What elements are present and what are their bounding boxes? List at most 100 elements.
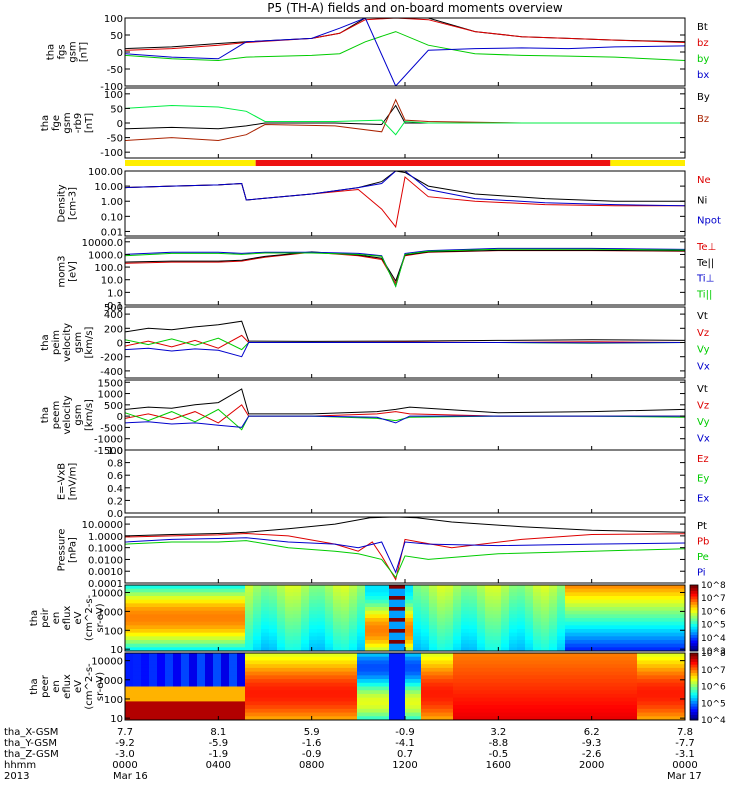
heatmap-cell: [133, 592, 142, 597]
heatmap-cell: [389, 660, 398, 665]
heatmap-cell: [573, 675, 582, 680]
heatmap-cell: [277, 599, 286, 604]
heatmap-cell: [221, 693, 230, 699]
heatmap-cell: [653, 588, 662, 593]
heatmap-cell: [317, 664, 326, 669]
heatmap-cell: [573, 693, 582, 699]
heatmap-cell: [389, 671, 398, 676]
heatmap-cell: [493, 636, 502, 641]
ephemeris-value: -1.9: [209, 749, 229, 760]
ytick-label: 0.0: [107, 509, 123, 520]
heatmap-cell: [421, 596, 430, 601]
heatmap-cell: [405, 596, 414, 601]
heatmap-cell: [253, 610, 262, 615]
heatmap-cell: [341, 647, 350, 651]
heatmap-cell: [125, 708, 134, 714]
heatmap-cell: [429, 596, 438, 601]
heatmap-cell: [469, 621, 478, 626]
heatmap-cell: [445, 653, 454, 658]
heatmap-cell: [205, 693, 214, 699]
heatmap-cell: [125, 596, 134, 601]
heatmap-cell: [205, 596, 214, 601]
heatmap-cell: [613, 610, 622, 615]
heatmap-cell: [277, 647, 286, 651]
heatmap-cell: [205, 647, 214, 651]
heatmap-cell: [653, 632, 662, 637]
heatmap-cell: [485, 596, 494, 601]
heatmap-cell: [341, 618, 350, 623]
ytick-label: 100.0: [94, 263, 123, 274]
heatmap-cell: [477, 653, 486, 658]
heatmap-cell: [629, 697, 638, 702]
heatmap-cell: [165, 690, 174, 695]
heatmap-cell: [261, 618, 270, 623]
heatmap-cell: [605, 690, 614, 695]
heatmap-cell: [477, 621, 486, 626]
heatmap-cell: [141, 603, 150, 608]
heatmap-cell: [181, 690, 190, 695]
heatmap-cell: [437, 708, 446, 714]
heatmap-cell: [173, 603, 182, 608]
heatmap-cell: [509, 585, 518, 590]
heatmap-cell: [221, 682, 230, 688]
heatmap-cell: [149, 667, 158, 673]
heatmap-cell: [421, 653, 430, 658]
heatmap-cell: [597, 614, 606, 619]
series-line-fgs-bz: [125, 18, 685, 51]
heatmap-cell: [325, 667, 334, 673]
heatmap-cell: [285, 660, 294, 665]
heatmap-cell: [501, 671, 510, 676]
heatmap-cell: [549, 716, 558, 720]
heatmap-cell: [565, 682, 574, 688]
heatmap-cell: [381, 596, 390, 601]
heatmap-cell: [213, 614, 222, 619]
heatmap-cell: [485, 679, 494, 684]
ytick-label: 1000: [98, 390, 123, 401]
heatmap-cell: [397, 686, 406, 691]
heatmap-cell: [669, 701, 678, 706]
heatmap-cell: [413, 686, 422, 691]
heatmap-cell: [413, 629, 422, 634]
ylabel-line: [mV/m]: [68, 463, 79, 501]
heatmap-cell: [365, 629, 374, 634]
heatmap-cell: [221, 621, 230, 626]
heatmap-cell: [213, 712, 222, 717]
heatmap-cell: [645, 705, 654, 710]
heatmap-cell: [517, 653, 526, 658]
heatmap-cell: [301, 653, 310, 658]
heatmap-cell: [605, 588, 614, 593]
heatmap-cell: [389, 636, 398, 641]
heatmap-cell: [669, 682, 678, 688]
heatmap-cell: [349, 643, 358, 648]
heatmap-cell: [301, 679, 310, 684]
heatmap-cell: [213, 647, 222, 651]
heatmap-cell: [149, 712, 158, 717]
heatmap-cell: [645, 614, 654, 619]
ytick-label: 50: [110, 104, 123, 115]
heatmap-cell: [557, 701, 566, 706]
heatmap-cell: [405, 675, 414, 680]
heatmap-cell: [605, 653, 614, 658]
heatmap-cell: [533, 632, 542, 637]
heatmap-cell: [173, 716, 182, 720]
heatmap-cell: [269, 629, 278, 634]
heatmap-cell: [221, 636, 230, 641]
heatmap-cell: [485, 671, 494, 676]
heatmap-cell: [645, 686, 654, 691]
heatmap-cell: [517, 618, 526, 623]
heatmap-cell: [325, 625, 334, 630]
heatmap-cell: [197, 614, 206, 619]
mode-bar: [125, 160, 685, 166]
heatmap-cell: [133, 690, 142, 695]
heatmap-cell: [509, 653, 518, 658]
heatmap-cell: [517, 708, 526, 714]
heatmap-cell: [141, 664, 150, 669]
heatmap-cell: [165, 596, 174, 601]
heatmap-cell: [317, 701, 326, 706]
heatmap-cell: [189, 599, 198, 604]
heatmap-cell: [597, 640, 606, 645]
heatmap-cell: [445, 621, 454, 626]
heatmap-cell: [133, 686, 142, 691]
heatmap-cell: [317, 632, 326, 637]
heatmap-cell: [645, 596, 654, 601]
